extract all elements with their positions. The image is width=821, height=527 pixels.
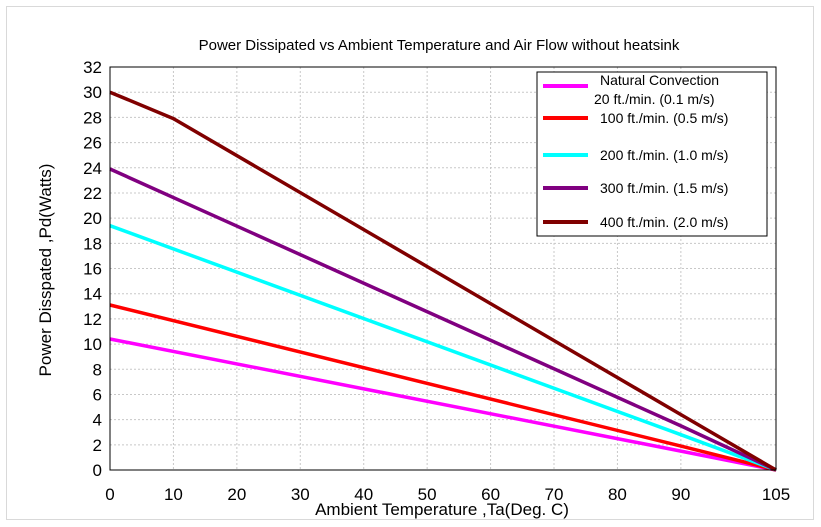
y-tick-label: 26: [83, 134, 102, 153]
x-tick-label: 90: [671, 485, 690, 504]
plot-area-border: [109, 66, 777, 471]
x-axis-title: Ambient Temperature ,Ta(Deg. C): [315, 500, 569, 519]
series-line-4: [109, 167, 777, 472]
y-tick-label: 32: [83, 58, 102, 77]
series-line-1: [109, 337, 777, 472]
y-tick-label: 24: [83, 159, 102, 178]
x-tick-label: 70: [545, 485, 564, 504]
x-tick-label: 60: [481, 485, 500, 504]
series-lines: [109, 90, 777, 472]
y-tick-label: 12: [83, 310, 102, 329]
legend-label-2: 100 ft./min. (0.5 m/s): [600, 110, 728, 126]
x-tick-label: 105: [762, 485, 790, 504]
x-tick-label: 40: [354, 485, 373, 504]
series-line-2: [109, 303, 777, 472]
y-tick-label: 28: [83, 108, 102, 127]
x-tick-label: 30: [291, 485, 310, 504]
y-tick-label: 16: [83, 260, 102, 279]
x-tick-label: 80: [608, 485, 627, 504]
y-tick-label: 6: [93, 385, 102, 404]
y-tick-label: 30: [83, 83, 102, 102]
y-tick-label: 4: [93, 411, 102, 430]
y-tick-label: 18: [83, 234, 102, 253]
legend-label-3: 200 ft./min. (1.0 m/s): [600, 147, 728, 163]
series-line-5: [109, 90, 777, 472]
x-tick-label: 20: [227, 485, 246, 504]
y-tick-label: 2: [93, 436, 102, 455]
y-axis-title: Power Disspated ,Pd(Watts): [36, 164, 55, 377]
legend: Natural Convection 20 ft./min. (0.1 m/s) 1…: [536, 71, 768, 237]
x-tick-label: 50: [418, 485, 437, 504]
y-tick-label: 10: [83, 335, 102, 354]
chart-title: Power Dissipated vs Ambient Temperature …: [199, 37, 680, 54]
y-tick-label: 8: [93, 360, 102, 379]
legend-label-1: Natural Convection 20 ft./min. (0.1 m/s): [594, 72, 719, 107]
y-tick-label: 22: [83, 184, 102, 203]
legend-label-5: 400 ft./min. (2.0 m/s): [600, 214, 728, 230]
y-tick-label: 20: [83, 209, 102, 228]
x-tick-label: 0: [105, 485, 114, 504]
x-tick-label: 10: [164, 485, 183, 504]
y-tick-label: 14: [83, 285, 102, 304]
series-line-3: [109, 224, 777, 472]
y-tick-label: 0: [93, 461, 102, 480]
legend-label-4: 300 ft./min. (1.5 m/s): [600, 180, 728, 196]
